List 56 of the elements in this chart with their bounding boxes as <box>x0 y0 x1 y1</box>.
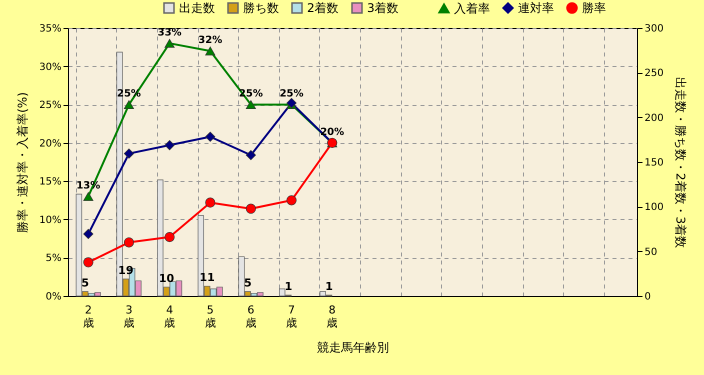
y-tick-label: 15% <box>39 176 62 188</box>
y2-tick-label: 0 <box>644 292 651 302</box>
point <box>246 204 256 214</box>
data-label: 5 <box>81 276 90 290</box>
data-label: 1 <box>284 280 292 294</box>
x-tick-label: 2歳 <box>82 304 94 330</box>
x-tick-label: 3歳 <box>123 304 134 330</box>
y-tick-label: 25% <box>39 100 62 112</box>
point <box>83 228 94 240</box>
y-tick-label: 0% <box>46 292 62 302</box>
point <box>246 100 256 109</box>
x-tick-label: 5歳 <box>204 304 216 330</box>
point <box>124 237 134 248</box>
point <box>83 257 94 268</box>
legend-label: 出走数 <box>179 1 215 15</box>
data-label: 5 <box>244 276 252 290</box>
data-label: 20% <box>320 126 344 138</box>
data-label: 25% <box>280 88 304 100</box>
data-label: 32% <box>198 34 222 46</box>
y2-tick-label: 300 <box>644 24 664 34</box>
y2-axis-title: 出走数・勝ち数・2着数・3着数 <box>674 76 688 248</box>
y-tick-label: 35% <box>39 24 62 34</box>
x-tick-label: 4歳 <box>164 304 176 330</box>
point <box>124 148 134 159</box>
legend-label: 勝ち数 <box>243 1 279 15</box>
x-tick-label: 6歳 <box>245 304 256 330</box>
point <box>286 195 297 206</box>
x-axis-title: 競走馬年齢別 <box>317 340 389 354</box>
y2-tick-label: 200 <box>644 112 664 124</box>
x-tick-label: 7歳 <box>286 304 298 330</box>
point <box>164 38 175 48</box>
point <box>205 198 216 208</box>
y-axis-title: 勝率・連対率・入着率(%) <box>15 92 30 233</box>
point <box>246 150 256 160</box>
legend-label: 勝率 <box>582 1 606 15</box>
point <box>164 140 175 150</box>
point <box>205 132 216 142</box>
data-label: 10 <box>158 272 174 286</box>
legend-label: 2着数 <box>307 1 339 15</box>
y2-tick-label: 150 <box>644 158 664 168</box>
point <box>205 46 216 56</box>
x-tick-label: 8歳 <box>326 304 338 330</box>
legend-label: 3着数 <box>367 1 399 15</box>
point <box>83 192 94 201</box>
legend-label: 入着率 <box>454 1 490 16</box>
y-tick-label: 10% <box>39 214 62 226</box>
y-tick-label: 5% <box>46 253 62 264</box>
legend-label: 連対率 <box>518 1 554 15</box>
y2-tick-label: 100 <box>644 202 664 214</box>
point <box>164 232 175 242</box>
y-tick-label: 20% <box>39 138 62 150</box>
y-tick-label: 30% <box>39 62 62 73</box>
y2-tick-label: 250 <box>644 68 664 80</box>
point <box>124 100 134 109</box>
y2-tick-label: 50 <box>644 246 658 258</box>
data-label: 1 <box>325 280 333 294</box>
